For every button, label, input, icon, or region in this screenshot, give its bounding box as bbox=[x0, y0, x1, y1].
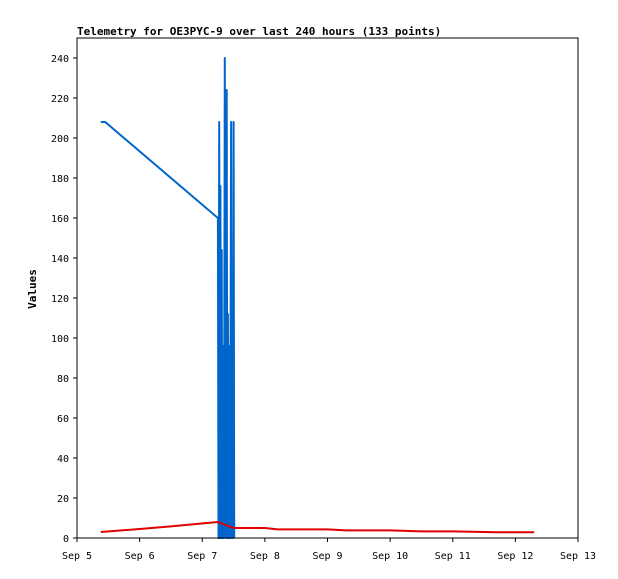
x-ticks: Sep 5 Sep 6 Sep 7 Sep 8 Sep 9 Sep 10 Sep 11 Sep… bbox=[62, 538, 596, 562]
x-tick-label: Sep 7 bbox=[187, 551, 217, 562]
x-tick-label: Sep 5 bbox=[62, 551, 92, 562]
series-line-0 bbox=[100, 57, 236, 539]
y-tick-label: 100 bbox=[51, 334, 69, 345]
y-tick-label: 200 bbox=[51, 134, 69, 145]
chart-title: Telemetry for OE3PYC-9 over last 240 hou… bbox=[77, 25, 441, 38]
y-axis-label: Values bbox=[26, 269, 39, 309]
x-tick-label: Sep 8 bbox=[250, 551, 280, 562]
x-tick-label: Sep 13 bbox=[560, 551, 596, 562]
x-tick-label: Sep 9 bbox=[312, 551, 342, 562]
x-tick-label: Sep 11 bbox=[435, 551, 471, 562]
series-line-1 bbox=[100, 521, 535, 534]
y-tick-label: 240 bbox=[51, 54, 69, 65]
y-tick-label: 160 bbox=[51, 214, 69, 225]
y-tick-label: 0 bbox=[63, 534, 69, 545]
y-tick-label: 40 bbox=[57, 454, 69, 465]
y-ticks: 0 20 40 60 80 100 120 140 160 180 200 220 240 bbox=[51, 54, 77, 545]
x-tick-label: Sep 12 bbox=[497, 551, 533, 562]
plot-frame bbox=[76, 37, 579, 539]
y-tick-label: 120 bbox=[51, 294, 69, 305]
y-tick-label: 180 bbox=[51, 174, 69, 185]
y-tick-label: 140 bbox=[51, 254, 69, 265]
y-tick-label: 80 bbox=[57, 374, 69, 385]
y-tick-label: 20 bbox=[57, 494, 69, 505]
y-tick-label: 220 bbox=[51, 94, 69, 105]
x-tick-label: Sep 10 bbox=[372, 551, 408, 562]
series-layer bbox=[100, 57, 535, 539]
y-tick-label: 60 bbox=[57, 414, 69, 425]
x-tick-label: Sep 6 bbox=[125, 551, 155, 562]
